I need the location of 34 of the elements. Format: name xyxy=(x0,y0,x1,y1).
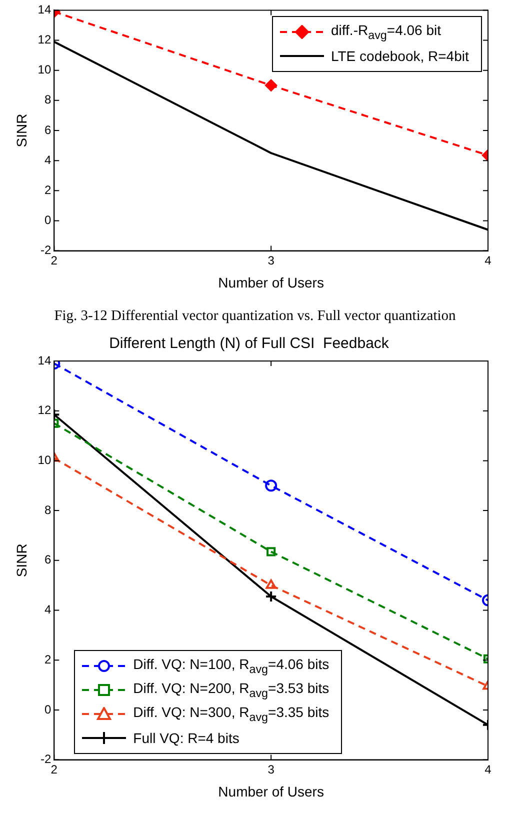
x-axis-title: Number of Users xyxy=(218,274,324,290)
y-tick-label: 2 xyxy=(44,182,52,197)
y-tick-label: 0 xyxy=(44,702,52,716)
y-axis-title: SINR xyxy=(13,114,30,148)
y-tick-label: -2 xyxy=(40,243,52,258)
x-tick-label: 3 xyxy=(268,762,275,776)
y-tick-label: 10 xyxy=(38,453,52,468)
x-tick-label: 3 xyxy=(268,253,275,268)
legend-label: Diff. VQ: N=300, R$_{avg}$=3.35 bits xyxy=(133,704,330,724)
y-tick-label: 4 xyxy=(44,602,52,617)
y-tick-label: 12 xyxy=(38,32,52,47)
y-tick-label: 14 xyxy=(38,353,52,368)
y-tick-label: -2 xyxy=(40,752,52,766)
y-tick-label: 12 xyxy=(38,403,52,418)
y-tick-label: 14 xyxy=(38,2,52,17)
x-axis-title: Number of Users xyxy=(218,783,324,800)
y-tick-label: 8 xyxy=(44,92,52,107)
legend-label: diff.-R$_{avg}$=4.06 bit xyxy=(331,22,441,42)
y-tick-label: 8 xyxy=(44,502,52,517)
y-tick-label: 6 xyxy=(44,122,52,137)
y-tick-label: 2 xyxy=(44,652,52,666)
legend-label: Full VQ: R=4 bits xyxy=(133,730,240,746)
legend-label: Diff. VQ: N=100, R$_{avg}$=4.06 bits xyxy=(133,656,330,676)
chart-title: Different Length (N) of Full CSI Feedback xyxy=(109,335,390,352)
x-tick-label: 4 xyxy=(484,762,492,776)
y-tick-label: 4 xyxy=(44,152,52,167)
y-tick-label: 0 xyxy=(44,213,52,228)
legend-label: LTE codebook, R=4bit xyxy=(331,48,469,64)
caption: Fig. 3-12 Differential vector quantization vs. Full vector quantization xyxy=(53,307,457,326)
y-tick-label: 10 xyxy=(38,62,52,77)
x-tick-label: 4 xyxy=(484,253,492,268)
y-axis-title: SINR xyxy=(13,544,30,578)
y-tick-label: 6 xyxy=(44,552,52,567)
legend-label: Diff. VQ: N=200, R$_{avg}$=3.53 bits xyxy=(133,680,330,700)
